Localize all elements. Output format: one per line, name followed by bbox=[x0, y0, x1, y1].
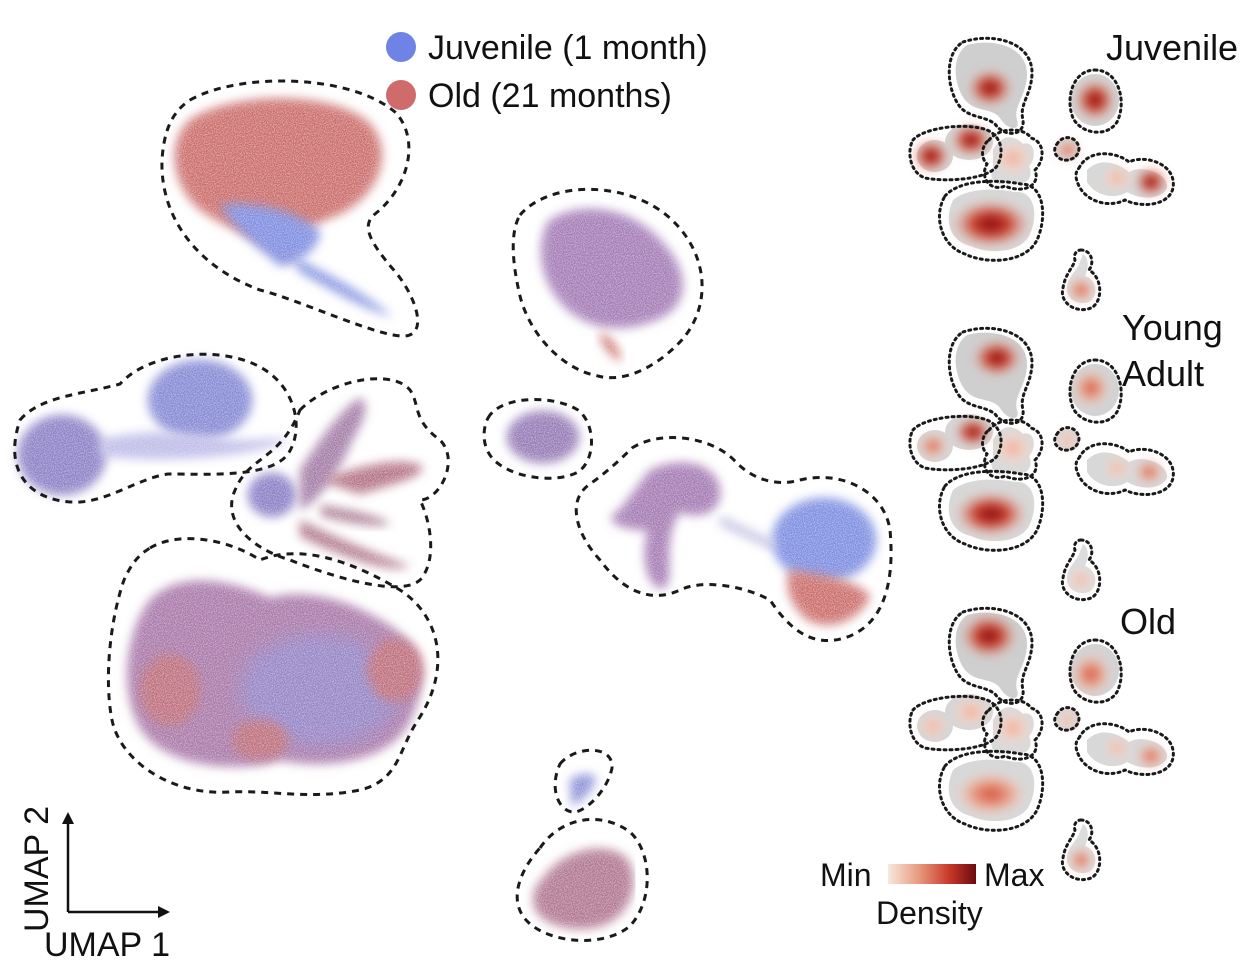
density-colorbar: Min Max Density bbox=[820, 857, 1044, 931]
cluster-center-small bbox=[482, 398, 593, 480]
y-axis-arrowhead bbox=[62, 812, 74, 824]
density-panel-old bbox=[908, 606, 1175, 882]
cluster-bottom-center bbox=[515, 748, 649, 942]
panel-label-juvenile: Juvenile bbox=[1106, 27, 1238, 68]
cluster-left-middle bbox=[13, 352, 298, 504]
density-panel-juvenile bbox=[908, 36, 1175, 312]
cluster-outline bbox=[13, 352, 298, 504]
axis-indicator: UMAP 1 UMAP 2 bbox=[18, 806, 170, 964]
cluster-outline bbox=[230, 377, 450, 589]
cluster-bottom-left bbox=[106, 537, 440, 797]
panel-label-young: Young bbox=[1122, 307, 1223, 348]
cluster-outline bbox=[574, 436, 893, 642]
cluster-top-center bbox=[511, 187, 704, 380]
cluster-outline bbox=[553, 748, 614, 814]
legend-swatch-old bbox=[386, 80, 416, 110]
cluster-outline bbox=[511, 187, 704, 380]
cluster-branching bbox=[230, 377, 450, 589]
density-panel-young-adult bbox=[908, 326, 1175, 602]
colorbar-gradient bbox=[888, 864, 976, 884]
cluster-top-left bbox=[160, 79, 420, 338]
x-axis-label: UMAP 1 bbox=[44, 926, 170, 964]
legend-swatch-juvenile bbox=[386, 32, 416, 62]
legend-label-juvenile: Juvenile (1 month) bbox=[428, 29, 708, 67]
legend: Juvenile (1 month) Old (21 months) bbox=[386, 29, 708, 115]
panel-label-adult: Adult bbox=[1122, 353, 1204, 394]
umap-clusters bbox=[13, 79, 893, 942]
colorbar-max-label: Max bbox=[984, 857, 1044, 893]
cluster-outline bbox=[106, 537, 440, 797]
panel-label-old: Old bbox=[1120, 601, 1176, 642]
legend-label-old: Old (21 months) bbox=[428, 77, 672, 115]
cluster-outline bbox=[515, 818, 649, 942]
cluster-center-right bbox=[574, 436, 893, 642]
colorbar-title: Density bbox=[876, 895, 983, 931]
x-axis-arrowhead bbox=[158, 906, 170, 918]
y-axis-label: UMAP 2 bbox=[18, 806, 56, 932]
cluster-outline bbox=[482, 398, 593, 480]
colorbar-min-label: Min bbox=[820, 857, 872, 893]
